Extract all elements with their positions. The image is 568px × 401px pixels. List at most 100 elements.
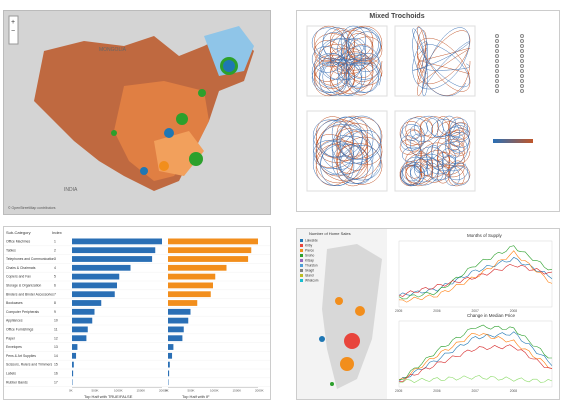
bar-right[interactable] xyxy=(168,247,252,254)
bar-index-label: 9 xyxy=(54,310,56,314)
map-zoom-controls[interactable]: + − xyxy=(8,15,19,45)
bar-left[interactable] xyxy=(72,308,95,315)
bar-left[interactable] xyxy=(72,264,131,271)
bar-category-label: Envelopes xyxy=(6,345,22,349)
line-chart-frame xyxy=(398,240,553,308)
map-bubbles xyxy=(111,57,238,175)
supply-bubble-5[interactable] xyxy=(319,336,325,342)
bar-left[interactable] xyxy=(72,344,78,350)
line-series[interactable] xyxy=(398,257,553,296)
supply-bubble-1[interactable] xyxy=(335,297,343,305)
supply-bubble-4[interactable] xyxy=(340,357,354,371)
trochoid-option-radio[interactable] xyxy=(495,44,499,48)
line-series[interactable] xyxy=(398,375,553,384)
line-series[interactable] xyxy=(398,245,553,300)
chart-title-supply: Months of Supply xyxy=(467,233,503,238)
trochoid-option-radio[interactable] xyxy=(520,54,524,58)
bar-right[interactable] xyxy=(168,238,258,245)
trochoid-option-radio[interactable] xyxy=(520,69,524,73)
bar-index-label: 12 xyxy=(54,336,58,340)
supply-legend-swatch xyxy=(300,239,303,242)
line-series[interactable] xyxy=(398,324,553,380)
bar-right[interactable] xyxy=(168,282,213,289)
bar-index-label: 5 xyxy=(54,275,56,279)
bar-right[interactable] xyxy=(168,300,198,306)
trochoid-cell xyxy=(394,25,476,97)
bar-right[interactable] xyxy=(168,256,249,262)
bubble-coast[interactable] xyxy=(198,89,206,97)
trochoid-option-radio[interactable] xyxy=(520,64,524,68)
bar-left[interactable] xyxy=(72,256,153,262)
supply-bubble-6[interactable] xyxy=(330,382,334,386)
bar-right[interactable] xyxy=(168,335,183,342)
bar-category-label: Tables xyxy=(6,248,16,252)
supply-legend-label: Pierce xyxy=(305,249,314,253)
bar-left[interactable] xyxy=(72,352,77,359)
bar-right[interactable] xyxy=(168,264,227,271)
bar-left[interactable] xyxy=(72,370,74,377)
trochoid-option-radio[interactable] xyxy=(495,69,499,73)
bar-right[interactable] xyxy=(168,326,184,333)
bar-left[interactable] xyxy=(72,300,102,306)
bar-right[interactable] xyxy=(168,273,216,280)
trochoid-option-radio[interactable] xyxy=(495,79,499,83)
line-series[interactable] xyxy=(398,333,553,381)
line-series[interactable] xyxy=(398,344,553,383)
bar-right[interactable] xyxy=(168,352,173,359)
trochoid-option-radio[interactable] xyxy=(495,89,499,93)
bar-left[interactable] xyxy=(72,247,156,254)
trochoid-option-radio[interactable] xyxy=(495,64,499,68)
trochoid-option-radio[interactable] xyxy=(495,49,499,53)
bubble-east[interactable] xyxy=(189,152,203,166)
bubble-southwest[interactable] xyxy=(140,167,148,175)
bar-right[interactable] xyxy=(168,308,191,315)
bubble-north[interactable] xyxy=(176,113,188,125)
bar-left[interactable] xyxy=(72,361,74,368)
bar-right[interactable] xyxy=(168,361,170,368)
trochoid-option-radio[interactable] xyxy=(520,39,524,43)
bar-left[interactable] xyxy=(72,238,162,245)
bar-left[interactable] xyxy=(72,335,87,342)
bar-right[interactable] xyxy=(168,370,170,377)
trochoid-option-radio[interactable] xyxy=(495,84,499,88)
trochoid-option-radio[interactable] xyxy=(495,74,499,78)
bar-tick-label: 2000K xyxy=(255,389,264,393)
trochoid-option-radio[interactable] xyxy=(520,49,524,53)
bar-left[interactable] xyxy=(72,291,115,298)
bubble-central[interactable] xyxy=(164,128,174,138)
bar-left[interactable] xyxy=(72,326,88,333)
bar-index-label: 17 xyxy=(54,380,58,384)
bar-category-label: Labels xyxy=(6,372,16,376)
trochoid-option-radio[interactable] xyxy=(520,74,524,78)
bar-right[interactable] xyxy=(168,291,211,298)
trochoid-option-radio[interactable] xyxy=(495,59,499,63)
line-series[interactable] xyxy=(398,263,553,297)
trochoid-option-radio[interactable] xyxy=(495,34,499,38)
bubble-south[interactable] xyxy=(159,161,169,171)
trochoid-option-radio[interactable] xyxy=(520,84,524,88)
trochoid-option-radio[interactable] xyxy=(520,59,524,63)
supply-bubble-3[interactable] xyxy=(344,333,360,349)
bar-left[interactable] xyxy=(72,273,120,280)
bar-category-label: Bookcases xyxy=(6,301,23,305)
trochoid-option-radio[interactable] xyxy=(520,34,524,38)
supply-legend-swatch xyxy=(300,274,303,277)
bubble-inland[interactable] xyxy=(111,130,117,136)
bar-category-label: Paper xyxy=(6,336,16,340)
bar-left[interactable] xyxy=(72,282,117,289)
trochoid-option-radio[interactable] xyxy=(520,79,524,83)
bar-category-label: Pens & Art Supplies xyxy=(6,354,36,358)
bar-right[interactable] xyxy=(168,317,189,324)
bar-tick-label: 0K xyxy=(165,389,169,393)
trochoid-option-radio[interactable] xyxy=(495,54,499,58)
trochoid-option-radio[interactable] xyxy=(520,44,524,48)
trochoid-option-radio[interactable] xyxy=(520,89,524,93)
supply-legend-swatch xyxy=(300,249,303,252)
bar-category-label: Scissors, Rulers and Trimmers xyxy=(6,363,52,367)
bar-tick-label: 2000K xyxy=(159,389,168,393)
supply-bubble-2[interactable] xyxy=(355,306,365,316)
bar-left[interactable] xyxy=(72,317,93,324)
bar-index-label: 1 xyxy=(54,240,56,244)
trochoid-option-radio[interactable] xyxy=(495,39,499,43)
bar-right[interactable] xyxy=(168,344,174,350)
